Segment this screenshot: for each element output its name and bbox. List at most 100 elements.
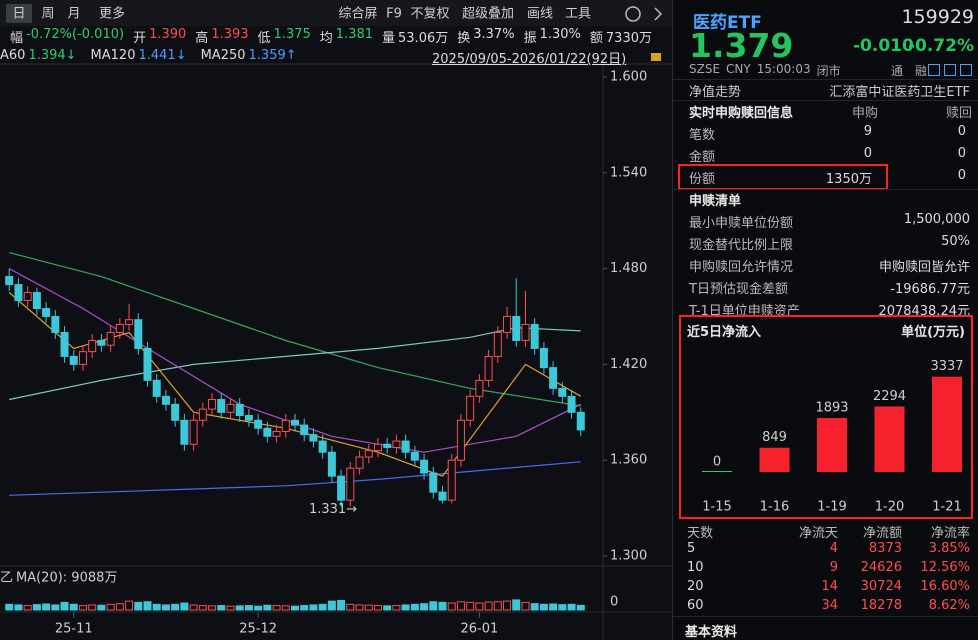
column-header: 净流率 [930, 526, 970, 541]
volume-bar [88, 604, 97, 611]
y-tick-label: 1.540 [610, 165, 647, 180]
period-button[interactable]: 日 [12, 7, 25, 22]
date-range[interactable]: 2025/09/05-2026/01/22(92日) [432, 52, 627, 67]
candle-body [97, 339, 106, 346]
candle-body [78, 351, 87, 365]
volume-bar [567, 603, 576, 611]
tool-button[interactable]: 超级叠加 [462, 7, 514, 22]
y-tick-label: 1.300 [610, 549, 647, 564]
candle-body [235, 403, 244, 417]
lock-icon[interactable] [651, 53, 661, 61]
candle-body [392, 440, 401, 448]
cell-value: 9 [863, 124, 872, 139]
volume-bar [438, 601, 447, 611]
volume-bar [475, 602, 484, 611]
volume-bar [14, 604, 23, 611]
inflow-category: 1-15 [702, 500, 732, 515]
x-tick-label: 25-11 [55, 622, 93, 637]
inflow-category: 1-19 [817, 500, 847, 515]
candle-body [530, 323, 539, 349]
ma-legend: A60 1.394↓ MA120 1.441↓ MA250 1.359↑ [0, 48, 305, 63]
icon[interactable] [944, 64, 956, 76]
volume-bar [235, 605, 244, 611]
settings-icon[interactable] [625, 6, 641, 22]
column-header: 申购 [851, 106, 878, 121]
volume-bar [97, 604, 106, 611]
legend-name: MA250 [200, 48, 246, 63]
tool-button[interactable]: 综合屏 [338, 7, 377, 22]
tool-button[interactable]: 画线 [527, 7, 553, 22]
volume-bar [346, 603, 355, 611]
volume-bar [60, 601, 69, 611]
volume-bar [549, 603, 558, 611]
period-button[interactable]: 月 [67, 7, 80, 22]
tool-button[interactable]: 不复权 [410, 6, 449, 22]
row-label: 现金替代比例上限 [689, 238, 794, 253]
cell-value: 60 [687, 598, 704, 613]
volume-bar [337, 600, 346, 611]
cell-value: 10 [687, 560, 704, 575]
cell-value: 0 [957, 146, 966, 161]
icon[interactable] [928, 64, 940, 76]
footer[interactable]: 基本资料 [685, 625, 738, 640]
tag[interactable]: 融 [915, 64, 928, 78]
volume-bar [78, 605, 87, 611]
row-label: 笔数 [689, 128, 716, 143]
candle-body [475, 379, 484, 397]
candle-body [300, 424, 309, 436]
candle-body [115, 323, 124, 333]
candle-body [106, 331, 115, 346]
market-info-item: 闭市 [816, 64, 841, 78]
cell-value: 12.56% [920, 560, 970, 575]
nav-label[interactable]: 净值走势 [689, 85, 742, 100]
market-info-item: CNY [726, 62, 751, 76]
candle-body [254, 419, 263, 429]
tool-button[interactable]: F9 [386, 7, 402, 22]
expand-icon[interactable] [654, 7, 663, 21]
quote-label: 幅 [10, 31, 24, 46]
cell-value: 50% [941, 234, 970, 249]
candle-body [493, 331, 502, 357]
y-tick-label: 1.420 [610, 357, 647, 372]
list-title: 申赎清单 [689, 194, 742, 209]
cell-value: 8373 [868, 541, 902, 556]
candle-body [189, 419, 198, 445]
volume-bar [558, 604, 567, 611]
candle-body [420, 459, 429, 474]
quote-item: 换 3.37% [457, 27, 514, 46]
candle-body [217, 399, 226, 413]
period-button[interactable]: 周 [41, 7, 54, 22]
volume-bar [429, 601, 438, 611]
volume-bar [512, 599, 521, 611]
quote-value: 1.393 [211, 27, 249, 42]
inflow-bar [702, 471, 732, 472]
change-pct: -0.72% [907, 36, 974, 56]
y-tick-label: 1.360 [610, 453, 647, 468]
tag[interactable]: 通 [891, 64, 904, 78]
candle-body [263, 427, 272, 437]
inflow-bar [874, 406, 905, 472]
candle-body [327, 451, 336, 477]
candle-body [410, 451, 419, 461]
quote-value: 53.06万 [398, 31, 449, 46]
row-label: 金额 [689, 150, 716, 165]
candle-body [152, 379, 161, 397]
volume-bar [401, 604, 410, 611]
quote-value: 7330万 [605, 31, 652, 46]
volume-bar [456, 601, 465, 611]
volume-bar [198, 605, 207, 611]
inflow-bar [932, 376, 962, 472]
volume-bar [226, 605, 235, 611]
candle-body [134, 319, 143, 349]
volume-bar [410, 603, 419, 611]
period-button[interactable]: 更多 [99, 6, 125, 22]
inflow-value: 849 [762, 430, 787, 445]
divider [673, 100, 978, 101]
volume-bar [521, 601, 530, 611]
volume-bar [272, 605, 281, 611]
column-header: 净流额 [862, 526, 902, 541]
candle-body [60, 331, 69, 357]
icon[interactable] [960, 64, 972, 76]
divider [673, 616, 978, 617]
tool-button[interactable]: 工具 [565, 7, 591, 22]
